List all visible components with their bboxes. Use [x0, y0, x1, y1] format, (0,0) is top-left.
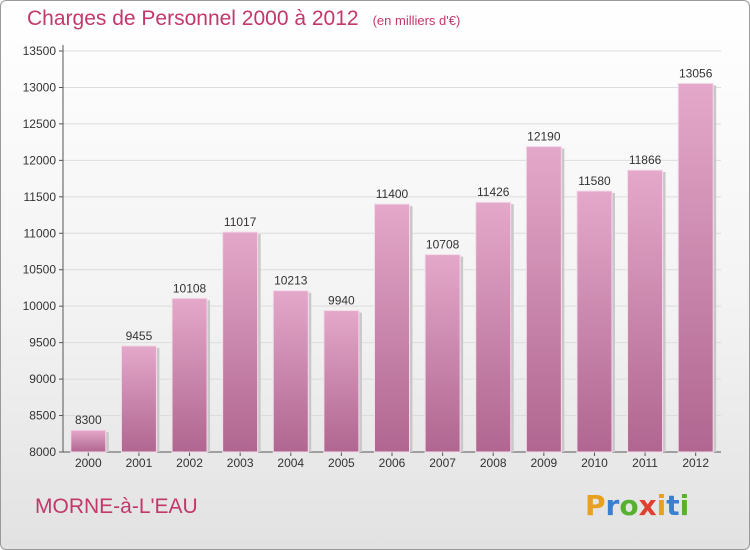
y-tick-label: 8500: [29, 409, 56, 423]
data-label: 11017: [224, 215, 257, 229]
chart-title-text: Charges de Personnel 2000 à 2012: [27, 7, 359, 30]
x-tick-label: 2008: [480, 456, 507, 470]
logo-letter: x: [638, 489, 657, 522]
x-tick-label: 2000: [75, 456, 102, 470]
y-tick-label: 8000: [29, 445, 56, 459]
y-tick-label: 12500: [23, 117, 57, 131]
x-tick-label: 2011: [632, 456, 658, 470]
x-tick-label: 2002: [176, 456, 203, 470]
x-tick-label: 2012: [682, 456, 709, 470]
logo-letter: i: [656, 489, 667, 522]
data-label: 11426: [477, 185, 510, 199]
bars: [70, 82, 717, 453]
bar-2005[interactable]: [323, 310, 360, 453]
x-tick-label: 2004: [277, 456, 304, 470]
y-tick-label: 13500: [23, 44, 57, 58]
chart-title: Charges de Personnel 2000 à 2012 (en mill…: [27, 7, 460, 31]
proxiti-logo[interactable]: Proxiti: [585, 489, 689, 522]
x-tick-label: 2005: [328, 456, 355, 470]
bar-2002[interactable]: [171, 297, 208, 453]
bar-2001[interactable]: [120, 345, 157, 453]
y-tick-label: 9000: [29, 372, 56, 386]
data-label: 9940: [328, 294, 355, 308]
data-label: 10708: [426, 238, 460, 252]
y-tick-label: 10000: [23, 299, 57, 313]
bar-2008[interactable]: [475, 201, 512, 453]
data-labels: 8300 9455 10108 11017 10213 9940 11400 10708 114…: [75, 66, 713, 427]
x-tick-label: 2010: [581, 456, 608, 470]
y-tick-label: 12000: [23, 153, 57, 167]
bar-2003[interactable]: [222, 231, 259, 453]
bar-2012[interactable]: [677, 82, 714, 453]
bar-2006[interactable]: [374, 203, 410, 453]
y-tick-label: 13000: [23, 80, 57, 94]
y-tick-label: 11500: [24, 190, 57, 204]
x-tick-label: 2006: [379, 456, 406, 470]
bar-2004[interactable]: [272, 290, 309, 453]
data-label: 10108: [173, 281, 207, 295]
x-tick-label: 2007: [429, 456, 456, 470]
data-label: 9455: [126, 329, 153, 343]
bar-2009[interactable]: [525, 146, 562, 453]
logo-letter: o: [619, 489, 639, 522]
y-tick-label: 9500: [29, 336, 56, 350]
data-label: 8300: [75, 413, 102, 427]
logo-letter: r: [605, 489, 620, 522]
logo-letter: i: [679, 489, 690, 522]
x-tick-label: 2009: [530, 456, 557, 470]
x-tick-label: 2003: [227, 456, 254, 470]
data-label: 11580: [578, 174, 611, 188]
bar-2011[interactable]: [627, 169, 664, 453]
bar-2010[interactable]: [576, 190, 613, 453]
logo-letter: t: [666, 489, 680, 522]
data-label: 13056: [679, 66, 713, 80]
bar-2000[interactable]: [70, 429, 107, 453]
y-tick-label: 11000: [24, 226, 57, 240]
data-label: 10213: [274, 274, 308, 288]
commune-name: MORNE-à-L'EAU: [35, 495, 198, 518]
y-tick-label: 10500: [23, 263, 57, 277]
bar-2007[interactable]: [424, 254, 461, 453]
axes: 8000 8500 9000 9500 10000 10500 11000 11500 1200…: [23, 44, 721, 470]
data-label: 11400: [376, 187, 409, 201]
data-label: 11866: [629, 153, 662, 167]
chart-subtitle: (en milliers d'€): [372, 13, 461, 28]
logo-letter: P: [585, 489, 606, 522]
x-tick-label: 2001: [126, 456, 153, 470]
data-label: 12190: [527, 130, 561, 144]
